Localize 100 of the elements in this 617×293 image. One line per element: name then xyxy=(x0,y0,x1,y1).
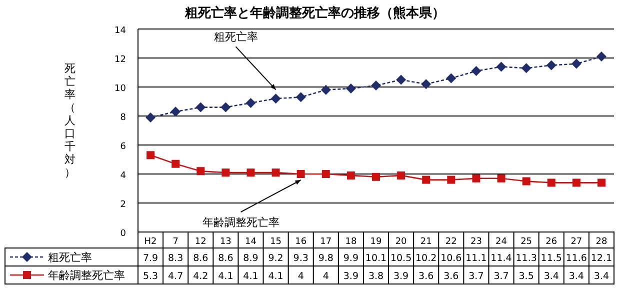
data-label: 10.1 xyxy=(365,253,387,264)
x-tick-label: 16 xyxy=(295,237,307,247)
data-label: 3.9 xyxy=(394,271,409,282)
x-tick-label: 25 xyxy=(520,237,532,247)
x-tick-label: 15 xyxy=(270,237,282,247)
data-label: 3.6 xyxy=(418,271,434,282)
data-label: 11.3 xyxy=(516,253,537,264)
data-label: 10.2 xyxy=(416,253,437,264)
x-tick-label: 12 xyxy=(194,237,206,247)
data-label: 9.3 xyxy=(293,253,308,264)
point xyxy=(170,106,181,117)
point xyxy=(397,171,406,180)
x-tick-label: 20 xyxy=(395,237,408,247)
data-label: 8.6 xyxy=(218,253,234,264)
data-label: 4.1 xyxy=(218,271,234,282)
point xyxy=(522,177,530,186)
point xyxy=(521,63,532,74)
data-label: 5.3 xyxy=(142,271,158,282)
x-tick-label: 22 xyxy=(445,237,457,247)
data-label: 3.6 xyxy=(444,271,459,282)
data-label: 4 xyxy=(322,271,329,282)
point xyxy=(320,84,331,95)
data-label: 3.5 xyxy=(518,271,534,282)
point xyxy=(572,178,580,187)
y-tick-label: 0 xyxy=(120,229,126,239)
annotation: 粗死亡率 xyxy=(214,30,258,44)
data-label: 11.5 xyxy=(540,253,562,264)
point xyxy=(196,102,206,112)
point xyxy=(471,66,482,76)
point xyxy=(597,178,606,187)
point xyxy=(172,160,180,168)
data-label: 10.6 xyxy=(440,253,462,264)
point xyxy=(272,168,280,177)
data-label: 4.1 xyxy=(268,271,284,282)
point xyxy=(396,74,406,85)
point xyxy=(346,171,355,180)
text: 死亡率（人口千対） xyxy=(64,62,76,179)
point xyxy=(422,176,430,184)
point xyxy=(546,60,556,70)
annotation: 年齢調整死亡率 xyxy=(202,216,280,229)
point xyxy=(246,168,255,177)
chart-title: 粗死亡率と年齢調整死亡率の推移（熊本県） xyxy=(184,5,445,21)
data-label: 4.2 xyxy=(193,271,208,282)
y-tick-label: 4 xyxy=(120,171,126,181)
x-tick-label: 24 xyxy=(496,237,508,247)
x-tick-label: 28 xyxy=(596,237,608,247)
y-tick-label: 2 xyxy=(120,200,126,210)
point xyxy=(346,83,356,94)
y-tick-label: 6 xyxy=(120,142,126,152)
data-label: 8.9 xyxy=(243,253,258,264)
x-tick-label: 13 xyxy=(220,237,232,247)
data-label: 4.7 xyxy=(168,271,184,282)
point xyxy=(596,52,606,62)
data-label: 11.1 xyxy=(466,253,487,264)
x-tick-label: 17 xyxy=(320,237,332,247)
data-label: 4 xyxy=(298,271,304,282)
data-label: 3.4 xyxy=(594,271,610,282)
point xyxy=(296,170,305,178)
x-tick-label: 26 xyxy=(546,237,558,247)
point xyxy=(246,98,256,108)
point xyxy=(421,79,432,90)
y-tick-label: 8 xyxy=(120,113,126,123)
data-label: 8.6 xyxy=(193,253,208,264)
point xyxy=(571,58,582,69)
y-tick-label: 12 xyxy=(114,55,126,65)
point xyxy=(296,92,306,102)
point xyxy=(497,174,506,182)
point xyxy=(220,102,231,112)
x-tick-label: 7 xyxy=(172,237,178,247)
data-label: 12.1 xyxy=(590,253,612,264)
data-label: 7.9 xyxy=(142,253,158,264)
point xyxy=(446,73,456,84)
x-tick-label: 21 xyxy=(420,237,432,247)
data-label: 10.5 xyxy=(390,253,412,264)
legend-label: 年齢調整死亡率 xyxy=(48,269,125,282)
data-label: 3.8 xyxy=(368,271,384,282)
data-label: 11.6 xyxy=(566,253,587,264)
data-label: 9.9 xyxy=(343,253,358,264)
data-label: 3.4 xyxy=(568,271,584,282)
point xyxy=(372,172,380,181)
point xyxy=(322,170,330,178)
data-label: 11.4 xyxy=(490,253,512,264)
x-tick-label: 23 xyxy=(470,237,482,247)
data-label: 3.4 xyxy=(544,271,559,282)
x-tick-label: 14 xyxy=(245,237,257,247)
data-label: 8.3 xyxy=(168,253,184,264)
data-label: 3.7 xyxy=(468,271,484,282)
data-label: 4.1 xyxy=(243,271,258,282)
point xyxy=(222,168,230,177)
data-label: 3.9 xyxy=(343,271,358,282)
data-label: 9.2 xyxy=(268,253,284,264)
point xyxy=(146,151,155,160)
x-tick-label: 19 xyxy=(370,237,382,247)
x-tick-label: 18 xyxy=(345,237,357,247)
point xyxy=(447,176,456,184)
data-label: 3.7 xyxy=(494,271,509,282)
point xyxy=(547,178,556,187)
point xyxy=(371,80,381,91)
x-tick-label: H2 xyxy=(144,237,157,247)
point xyxy=(496,62,506,72)
